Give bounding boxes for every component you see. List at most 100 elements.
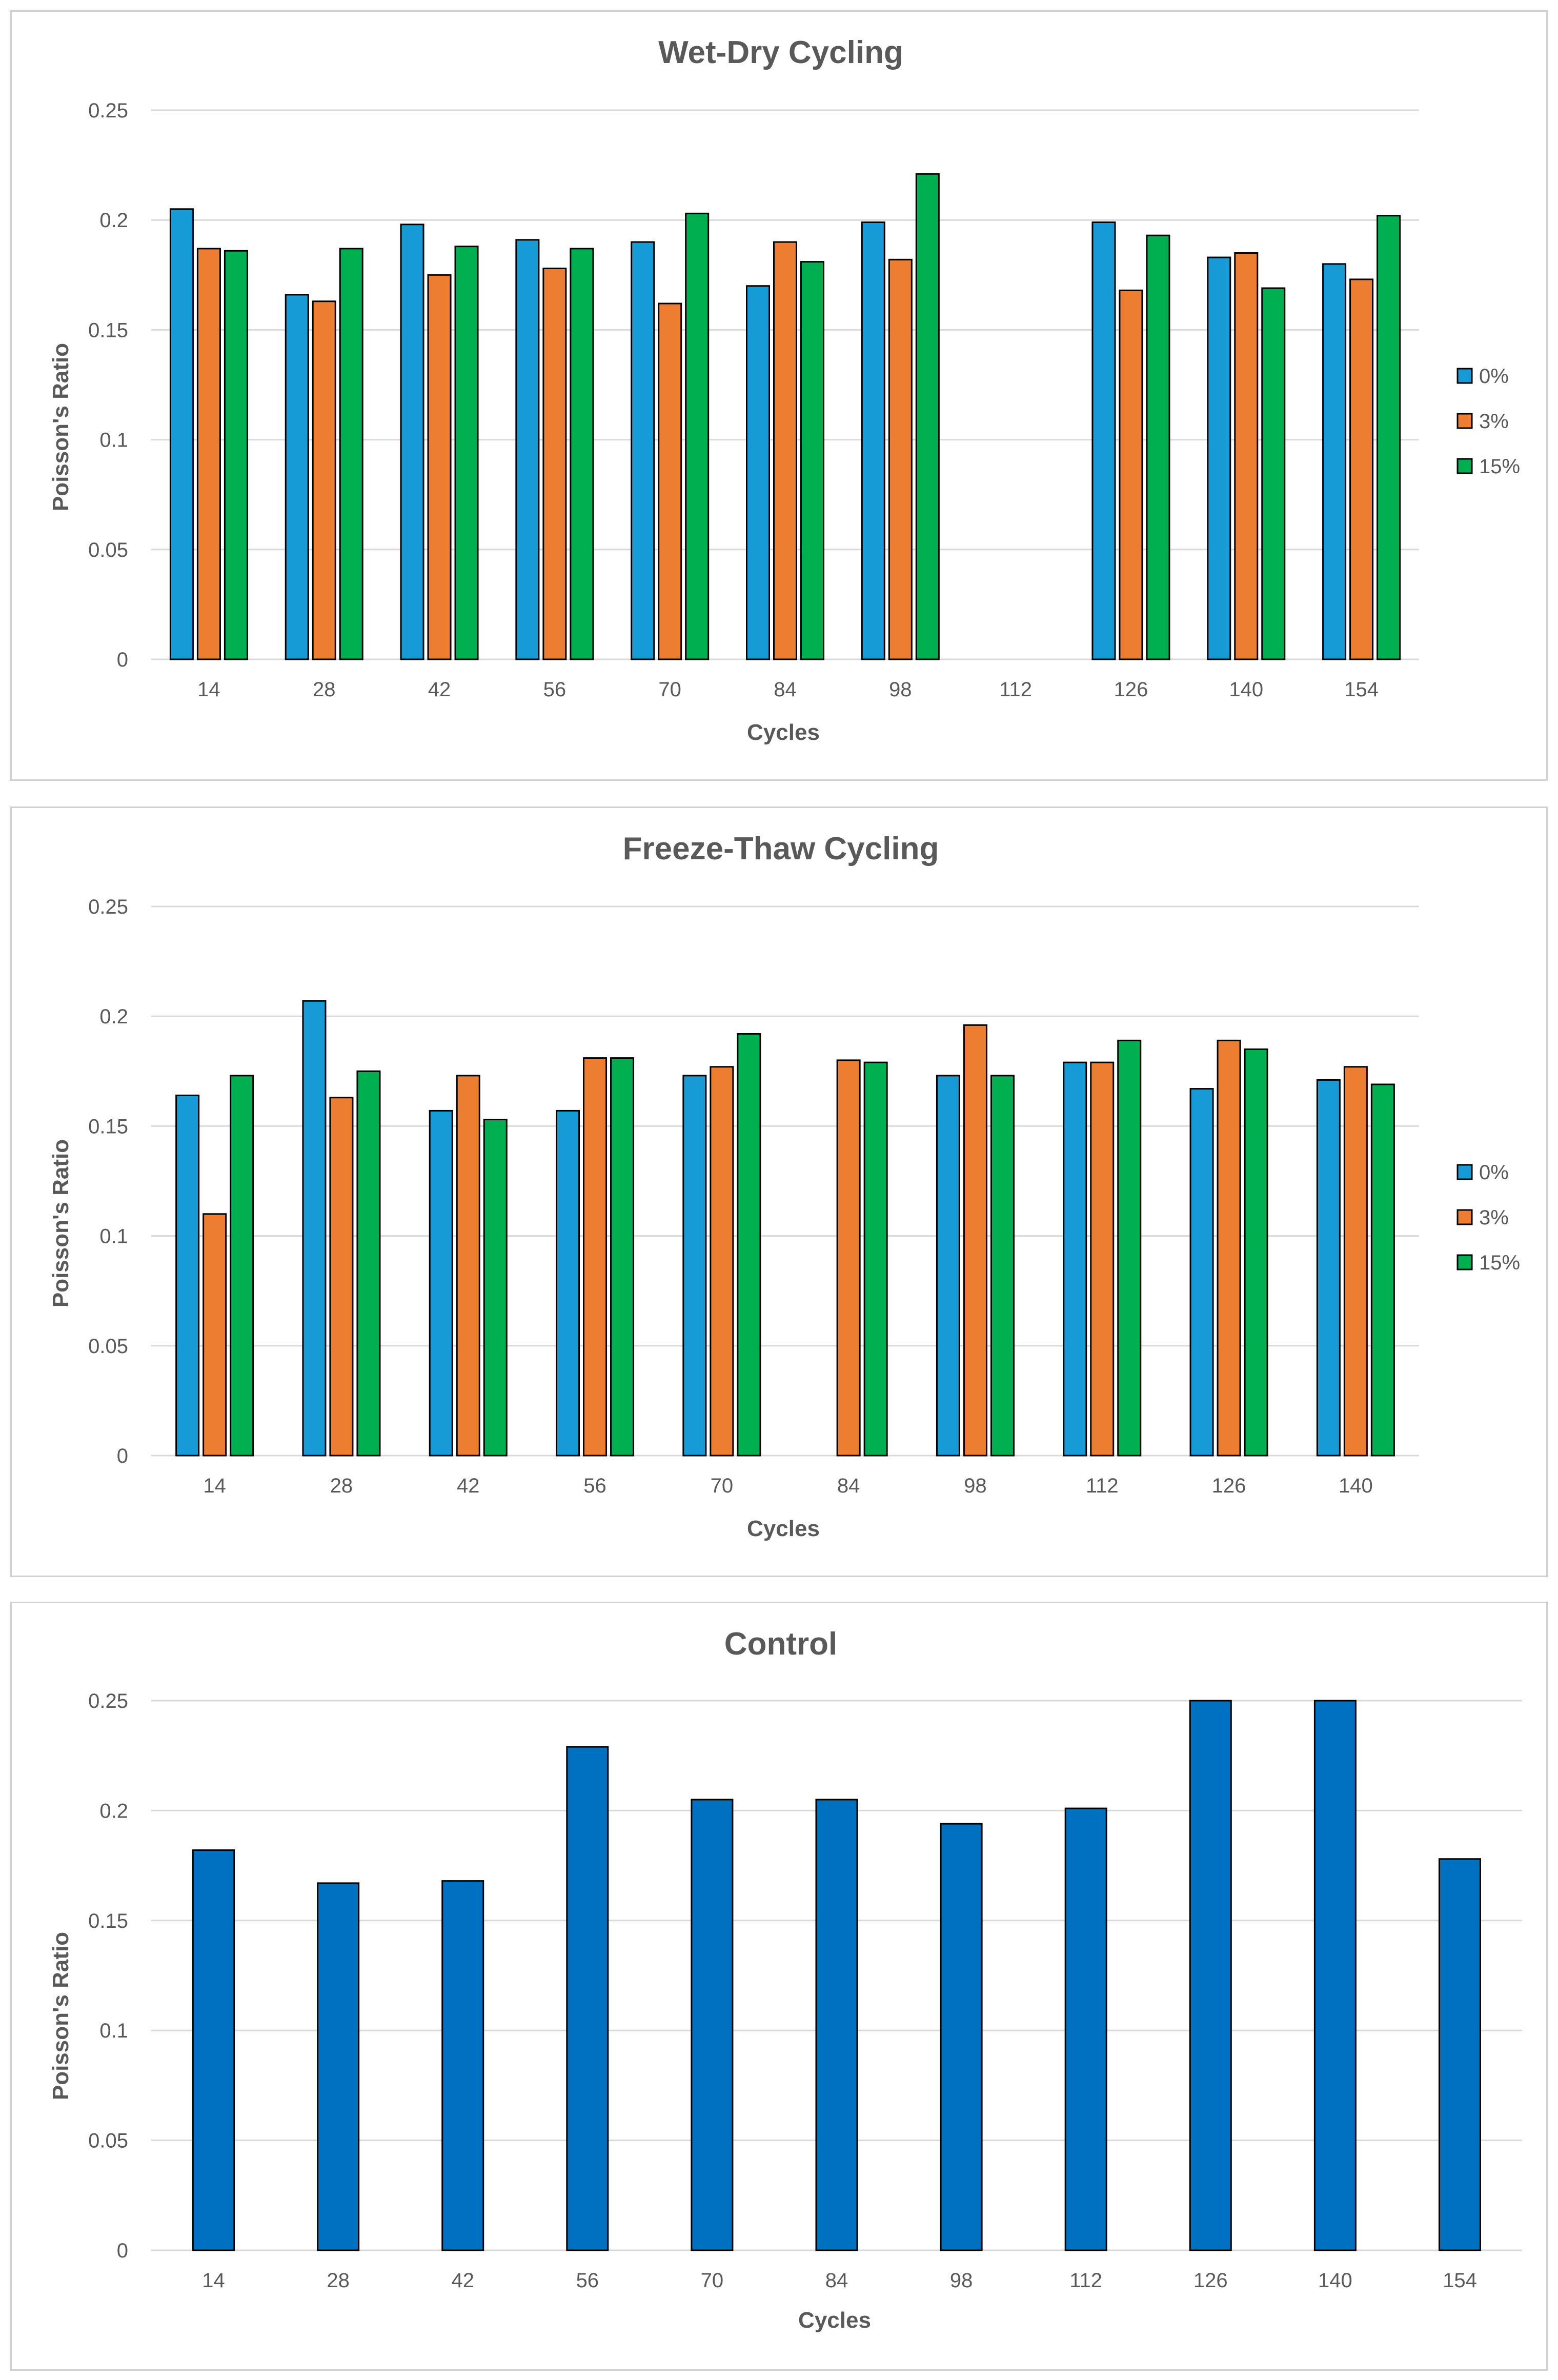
x-tick-label: 98 xyxy=(950,2269,973,2292)
y-axis-label: Poisson's Ratio xyxy=(48,1139,73,1307)
x-tick-label: 56 xyxy=(543,678,566,701)
bar xyxy=(1064,1807,1107,2251)
bar xyxy=(454,246,479,660)
bar xyxy=(1370,1083,1395,1457)
bar xyxy=(400,224,424,660)
x-tick-label: 42 xyxy=(457,1475,480,1497)
bar xyxy=(1322,263,1347,660)
control-chart: Control Poisson's Ratio Cycles 0 0.05 0.1 0… xyxy=(48,1626,1522,2333)
x-tick-label: 56 xyxy=(576,2269,599,2292)
x-tick-label: 112 xyxy=(999,678,1032,701)
bar xyxy=(566,1746,609,2251)
bar xyxy=(658,302,682,660)
bar xyxy=(1217,1039,1241,1457)
bar xyxy=(483,1119,508,1457)
y-tick-label: 0.05 xyxy=(88,2130,128,2152)
bar xyxy=(990,1075,1015,1457)
x-tick-label: 14 xyxy=(202,2269,225,2292)
y-tick-label: 0.15 xyxy=(88,1910,128,1932)
legend-swatch xyxy=(1456,1254,1473,1270)
bar xyxy=(815,1799,858,2251)
x-tick-label: 84 xyxy=(837,1475,860,1497)
bar xyxy=(570,248,594,660)
freeze-thaw-chart: Freeze-Thaw Cycling Poisson's Ratio Cycl… xyxy=(48,831,1520,1541)
y-axis-label: Poisson's Ratio xyxy=(48,343,73,511)
x-tick-label: 14 xyxy=(203,1475,226,1497)
x-tick-label: 98 xyxy=(889,678,912,701)
y-tick-label: 0 xyxy=(117,1445,128,1467)
bar xyxy=(800,261,824,660)
bar xyxy=(1146,234,1170,660)
bar xyxy=(685,212,710,660)
bar xyxy=(1377,215,1401,660)
y-tick-label: 0.25 xyxy=(88,99,128,122)
legend-label: 0% xyxy=(1479,1161,1509,1184)
bar xyxy=(429,1110,453,1457)
bar xyxy=(863,1061,888,1457)
y-tick-label: 0.25 xyxy=(88,896,128,918)
x-axis-label: Cycles xyxy=(798,2308,871,2333)
y-tick-label: 0.1 xyxy=(99,429,128,452)
bar xyxy=(1261,287,1286,660)
x-tick-label: 70 xyxy=(711,1475,734,1497)
bar xyxy=(836,1059,861,1457)
bar xyxy=(710,1066,734,1457)
bar xyxy=(1119,289,1143,660)
x-tick-label: 154 xyxy=(1344,678,1379,701)
x-tick-label: 28 xyxy=(330,1475,353,1497)
x-tick-label: 28 xyxy=(313,678,336,701)
bar xyxy=(1189,1088,1214,1457)
x-tick-label: 112 xyxy=(1069,2269,1102,2292)
wet-dry-chart-panel: Wet-Dry Cycling Poisson's Ratio Cycles 0… xyxy=(10,10,1548,781)
bar xyxy=(610,1057,635,1457)
wet-dry-chart: Wet-Dry Cycling Poisson's Ratio Cycles 0… xyxy=(48,35,1520,745)
x-tick-label: 112 xyxy=(1086,1475,1119,1497)
bar xyxy=(915,173,940,660)
legend-swatch xyxy=(1456,1164,1473,1180)
bar xyxy=(936,1075,960,1457)
y-axis-label: Poisson's Ratio xyxy=(48,1932,73,2100)
x-axis-label: Cycles xyxy=(747,1516,820,1541)
bar xyxy=(1207,256,1231,660)
y-tick-label: 0.25 xyxy=(88,1690,128,1712)
x-tick-label: 42 xyxy=(428,678,451,701)
bar xyxy=(312,300,336,660)
bar xyxy=(861,221,885,660)
y-tick-label: 0 xyxy=(117,649,128,671)
bar xyxy=(1438,1858,1481,2251)
bar xyxy=(356,1070,381,1457)
legend-label: 15% xyxy=(1479,455,1520,478)
legend-label: 3% xyxy=(1479,1206,1509,1229)
bar xyxy=(441,1880,484,2251)
bar xyxy=(542,267,567,660)
legend-swatch xyxy=(1456,458,1473,474)
y-tick-label: 0.15 xyxy=(88,319,128,341)
bar xyxy=(1316,1079,1341,1457)
x-tick-label: 28 xyxy=(327,2269,350,2292)
bar xyxy=(169,208,194,660)
bar xyxy=(888,258,913,660)
bar xyxy=(203,1213,227,1457)
x-tick-label: 126 xyxy=(1212,1475,1246,1497)
bar xyxy=(230,1075,254,1457)
bar xyxy=(427,274,452,660)
x-tick-label: 140 xyxy=(1339,1475,1373,1497)
bar xyxy=(456,1075,480,1457)
bar xyxy=(1117,1039,1142,1457)
bar xyxy=(556,1110,580,1457)
bar xyxy=(175,1094,200,1457)
bar xyxy=(317,1882,360,2251)
bar xyxy=(339,248,363,660)
bar xyxy=(196,248,221,660)
chart-title: Freeze-Thaw Cycling xyxy=(623,831,939,866)
legend-swatch xyxy=(1456,1209,1473,1225)
x-tick-label: 70 xyxy=(701,2269,724,2292)
bar xyxy=(1063,1061,1087,1457)
y-tick-label: 0.05 xyxy=(88,1335,128,1358)
bar xyxy=(963,1024,987,1457)
legend-label: 0% xyxy=(1479,365,1509,388)
y-tick-label: 0.1 xyxy=(99,2020,128,2042)
bar xyxy=(1189,1700,1232,2251)
bar xyxy=(1313,1700,1357,2251)
x-tick-label: 56 xyxy=(583,1475,606,1497)
